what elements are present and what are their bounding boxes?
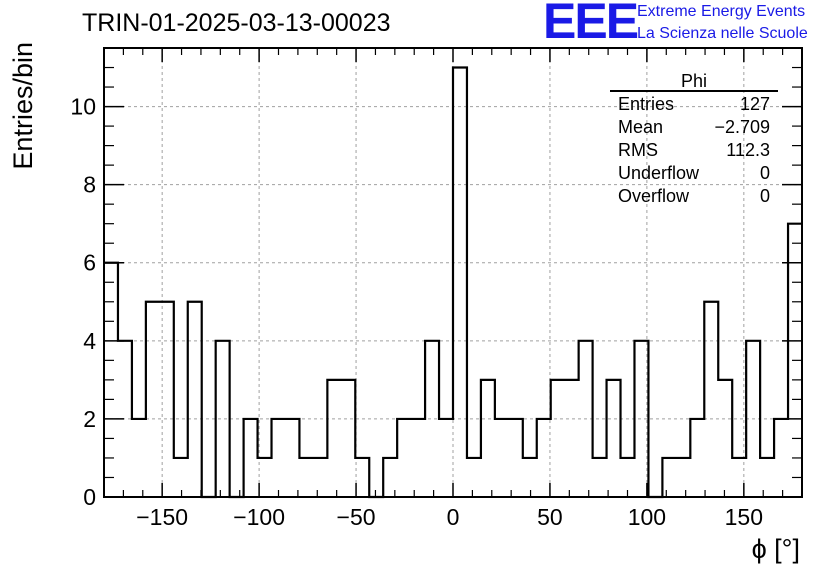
x-tick-label: 100 [628, 504, 666, 530]
stats-box: Phi Entries 127 Mean −2.709 RMS 112.3 Underflo… [610, 71, 778, 206]
chart-title: TRIN-01-2025-03-13-00023 [82, 9, 391, 37]
x-tick-label: 0 [447, 504, 460, 530]
brand-line-2: La Scienza nelle Scuole [637, 25, 808, 42]
stats-row-value: 112.3 [726, 140, 770, 160]
stats-row-value: 127 [740, 94, 770, 114]
y-tick-label: 8 [83, 172, 96, 198]
brand-line-1: Extreme Energy Events [637, 3, 806, 20]
stats-rows: Entries 127 Mean −2.709 RMS 112.3 Underflow 0 Ov… [618, 94, 770, 206]
stats-row-value: 0 [760, 163, 770, 183]
x-tick-label: −100 [233, 504, 285, 530]
stats-row-value: 0 [760, 186, 770, 206]
stats-row-label: RMS [618, 140, 658, 160]
stats-row-label: Underflow [618, 163, 700, 183]
stats-title: Phi [681, 71, 707, 91]
tick-labels: −150 −100 −50 0 50 100 150 0 2 4 6 8 10 [70, 94, 763, 530]
plot-frame [103, 47, 803, 498]
x-axis-title: ϕ [°] [752, 534, 800, 564]
stats-row-label: Entries [618, 94, 674, 114]
eee-logo: EEE [543, 0, 639, 49]
x-tick-label: 50 [537, 504, 563, 530]
x-tick-label: 150 [725, 504, 763, 530]
y-tick-label: 10 [70, 94, 96, 120]
stats-row-label: Overflow [618, 186, 690, 206]
histogram-outline [104, 66, 802, 499]
x-tick-label: −150 [136, 504, 188, 530]
y-tick-label: 6 [83, 250, 96, 276]
stats-row-label: Mean [618, 117, 663, 137]
y-tick-label: 4 [83, 328, 96, 354]
y-tick-label: 0 [83, 484, 96, 510]
stats-row-value: −2.709 [714, 117, 770, 137]
x-tick-label: −50 [337, 504, 376, 530]
y-axis-title: Entries/bin [8, 42, 38, 170]
y-tick-label: 2 [83, 406, 96, 432]
